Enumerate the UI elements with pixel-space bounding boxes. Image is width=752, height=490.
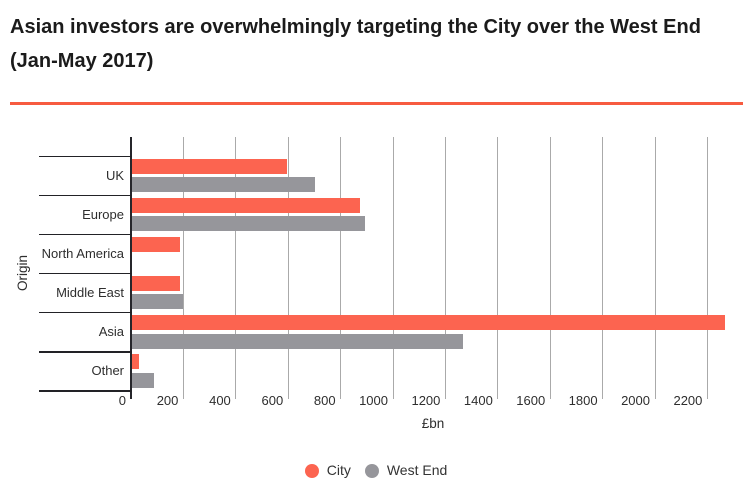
x-tick-label-1800: 1800 [568, 393, 598, 408]
gridline-1800 [602, 137, 604, 399]
bar-west-end-asia [132, 333, 464, 349]
x-axis-title: £bn [421, 416, 445, 431]
gridline-2000 [654, 137, 656, 399]
row-separator [39, 311, 132, 314]
row-separator [39, 350, 132, 353]
bar-city-europe [132, 197, 360, 213]
category-label-other: Other [91, 363, 124, 379]
category-label-north-america: North America [41, 246, 124, 262]
gridline-1000 [392, 137, 394, 399]
x-tick-label-600: 600 [261, 393, 284, 408]
x-tick-label-2000: 2000 [621, 393, 650, 408]
chart-title: Asian investors are overwhelmingly targe… [10, 16, 701, 72]
legend-item-west-end: West End [364, 462, 448, 478]
legend-item-city: City [304, 462, 351, 478]
x-tick-label-1000: 1000 [359, 393, 388, 408]
gridline-1200 [444, 137, 446, 399]
row-separator [39, 233, 132, 236]
y-axis-title: Origin [15, 255, 30, 292]
x-tick-label-1400: 1400 [463, 393, 493, 408]
row-separator [39, 390, 132, 392]
gridline-400 [235, 137, 237, 399]
x-axis-zero-line [129, 137, 132, 399]
bar-city-other [132, 353, 139, 369]
bar-west-end-europe [132, 216, 366, 232]
legend-label-city: City [326, 462, 351, 478]
bar-city-middle-east [132, 275, 181, 291]
x-tick-label-800: 800 [313, 393, 336, 408]
gridline-800 [340, 137, 342, 399]
bar-city-asia [132, 314, 726, 330]
x-tick-label-2200: 2200 [673, 393, 703, 408]
x-tick-label-200: 200 [156, 393, 179, 408]
bar-west-end-other [132, 372, 155, 388]
gridline-1400 [497, 137, 499, 399]
bar-west-end-middle-east [132, 294, 184, 310]
x-tick-label-400: 400 [209, 393, 231, 408]
category-label-uk: UK [105, 168, 124, 184]
legend-label-west-end: West End [386, 462, 448, 478]
gridline-1600 [549, 137, 551, 399]
x-tick-label-0: 0 [118, 393, 126, 408]
category-label-europe: Europe [82, 207, 124, 223]
gridline-600 [287, 137, 289, 399]
bar-city-uk [132, 158, 287, 174]
row-separator [39, 272, 132, 275]
gridline-2200 [706, 137, 708, 399]
bar-west-end-uk [132, 177, 316, 193]
x-tick-label-1600: 1600 [516, 393, 546, 408]
legend-circle-icon-west-end [364, 463, 379, 478]
row-separator [39, 194, 132, 197]
legend-circle-icon-city [304, 463, 319, 478]
gridline-200 [182, 137, 184, 399]
bar-city-north-america [132, 236, 181, 252]
title-divider-rule [10, 102, 743, 105]
category-label-asia: Asia [98, 324, 124, 340]
row-separator [39, 155, 132, 158]
legend: City West End [0, 463, 752, 478]
x-tick-label-1200: 1200 [411, 393, 441, 408]
category-label-middle-east: Middle East [56, 285, 124, 301]
